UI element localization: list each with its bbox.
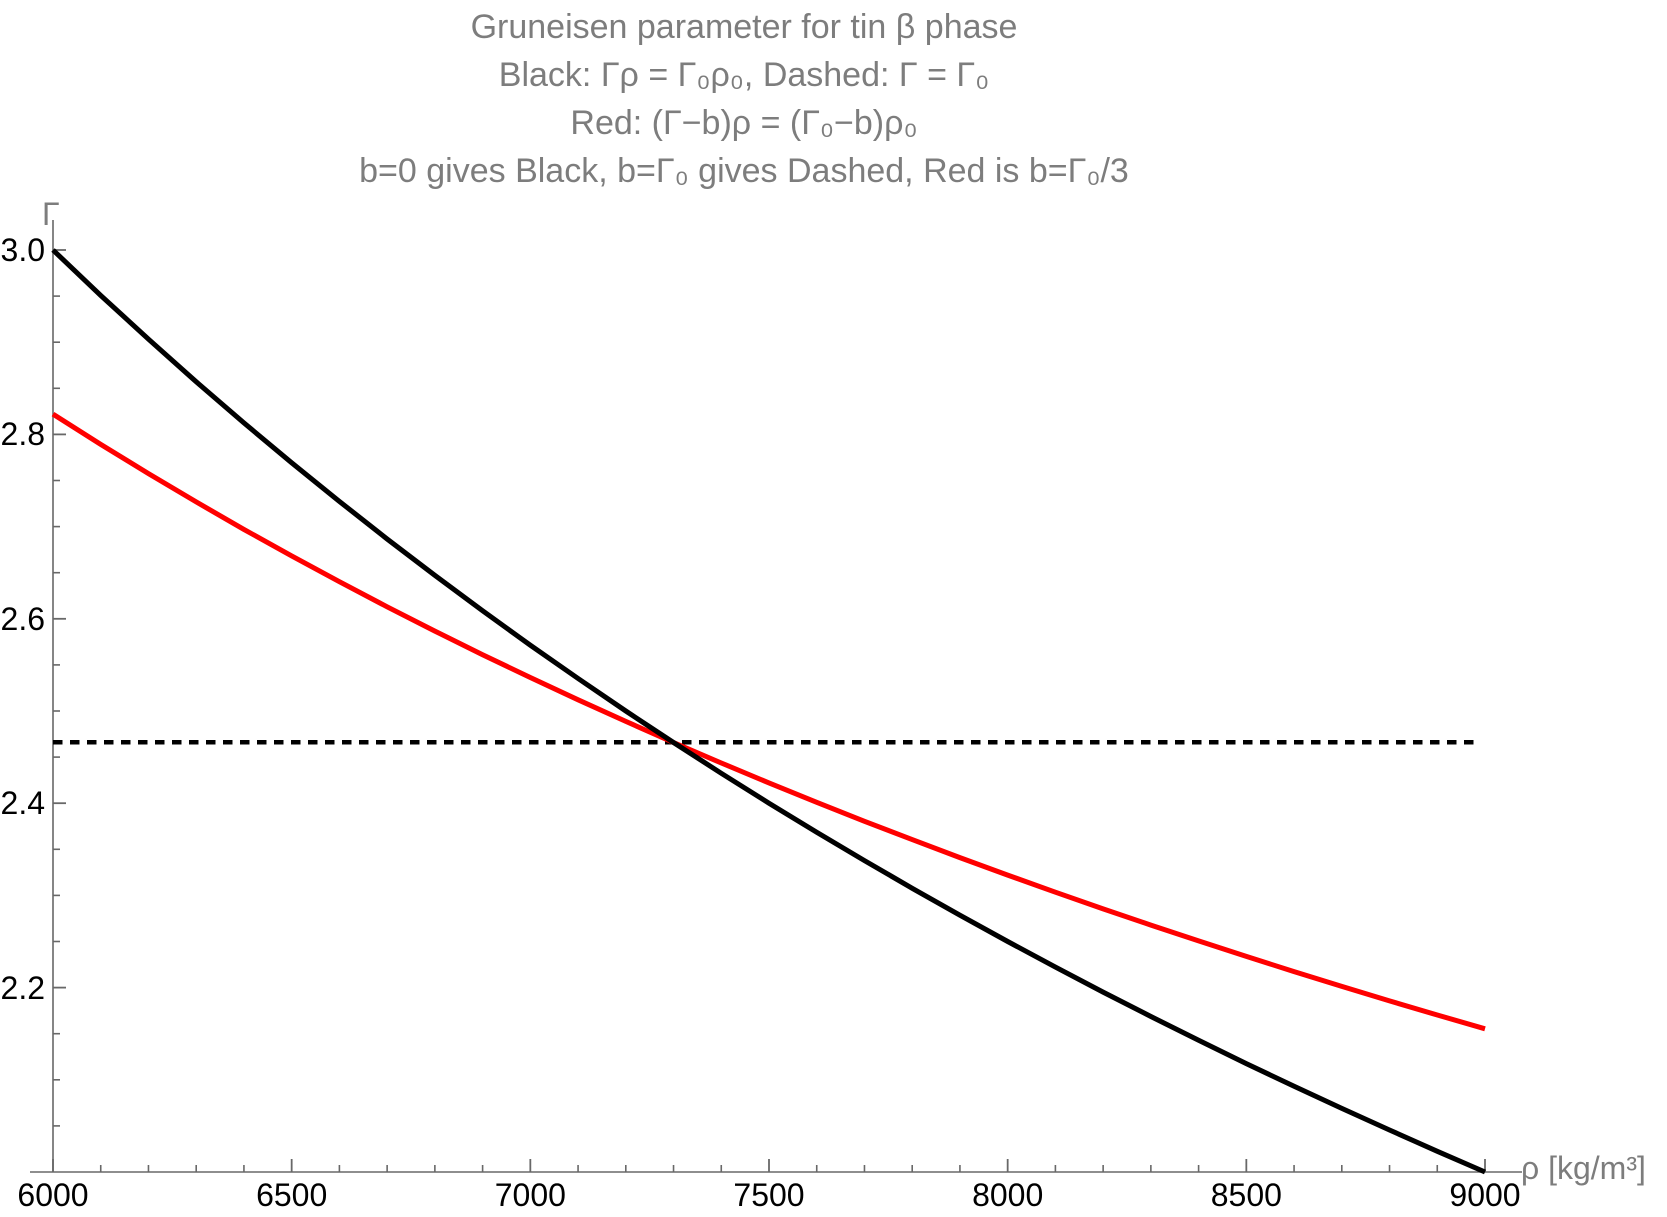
x-tick-label: 6000 [17,1177,89,1213]
y-axis-label: Γ [42,196,60,232]
y-tick-label: 2.2 [0,969,45,1006]
plot-title: Gruneisen parameter for tin β phase Blac… [0,3,1488,195]
x-tick-label: 8500 [1210,1177,1282,1213]
x-tick-label: 9000 [1449,1177,1521,1213]
x-tick-label: 7000 [494,1177,566,1213]
red-curve [51,411,1486,1032]
x-tick-label: 6500 [256,1177,328,1213]
y-tick-label: 2.8 [0,416,45,453]
y-tick-label: 2.4 [0,785,45,822]
x-tick-label: 7500 [733,1177,805,1213]
plot-title-line-4: b=0 gives Black, b=Γ₀ gives Dashed, Red … [359,152,1129,190]
plot-title-line-2: Black: Γρ = Γ₀ρ₀, Dashed: Γ = Γ₀ [498,56,990,94]
y-tick-label: 3.0 [0,232,45,268]
y-tick-label: 2.6 [0,600,45,637]
x-tick-label: 8000 [972,1177,1044,1213]
black-curve [51,248,1486,1175]
plot-title-line-1: Gruneisen parameter for tin β phase [470,8,1018,46]
plot-title-line-3: Red: (Γ−b)ρ = (Γ₀−b)ρ₀ [570,104,918,142]
x-axis-label: ρ [kg/m³] [1521,1150,1646,1186]
